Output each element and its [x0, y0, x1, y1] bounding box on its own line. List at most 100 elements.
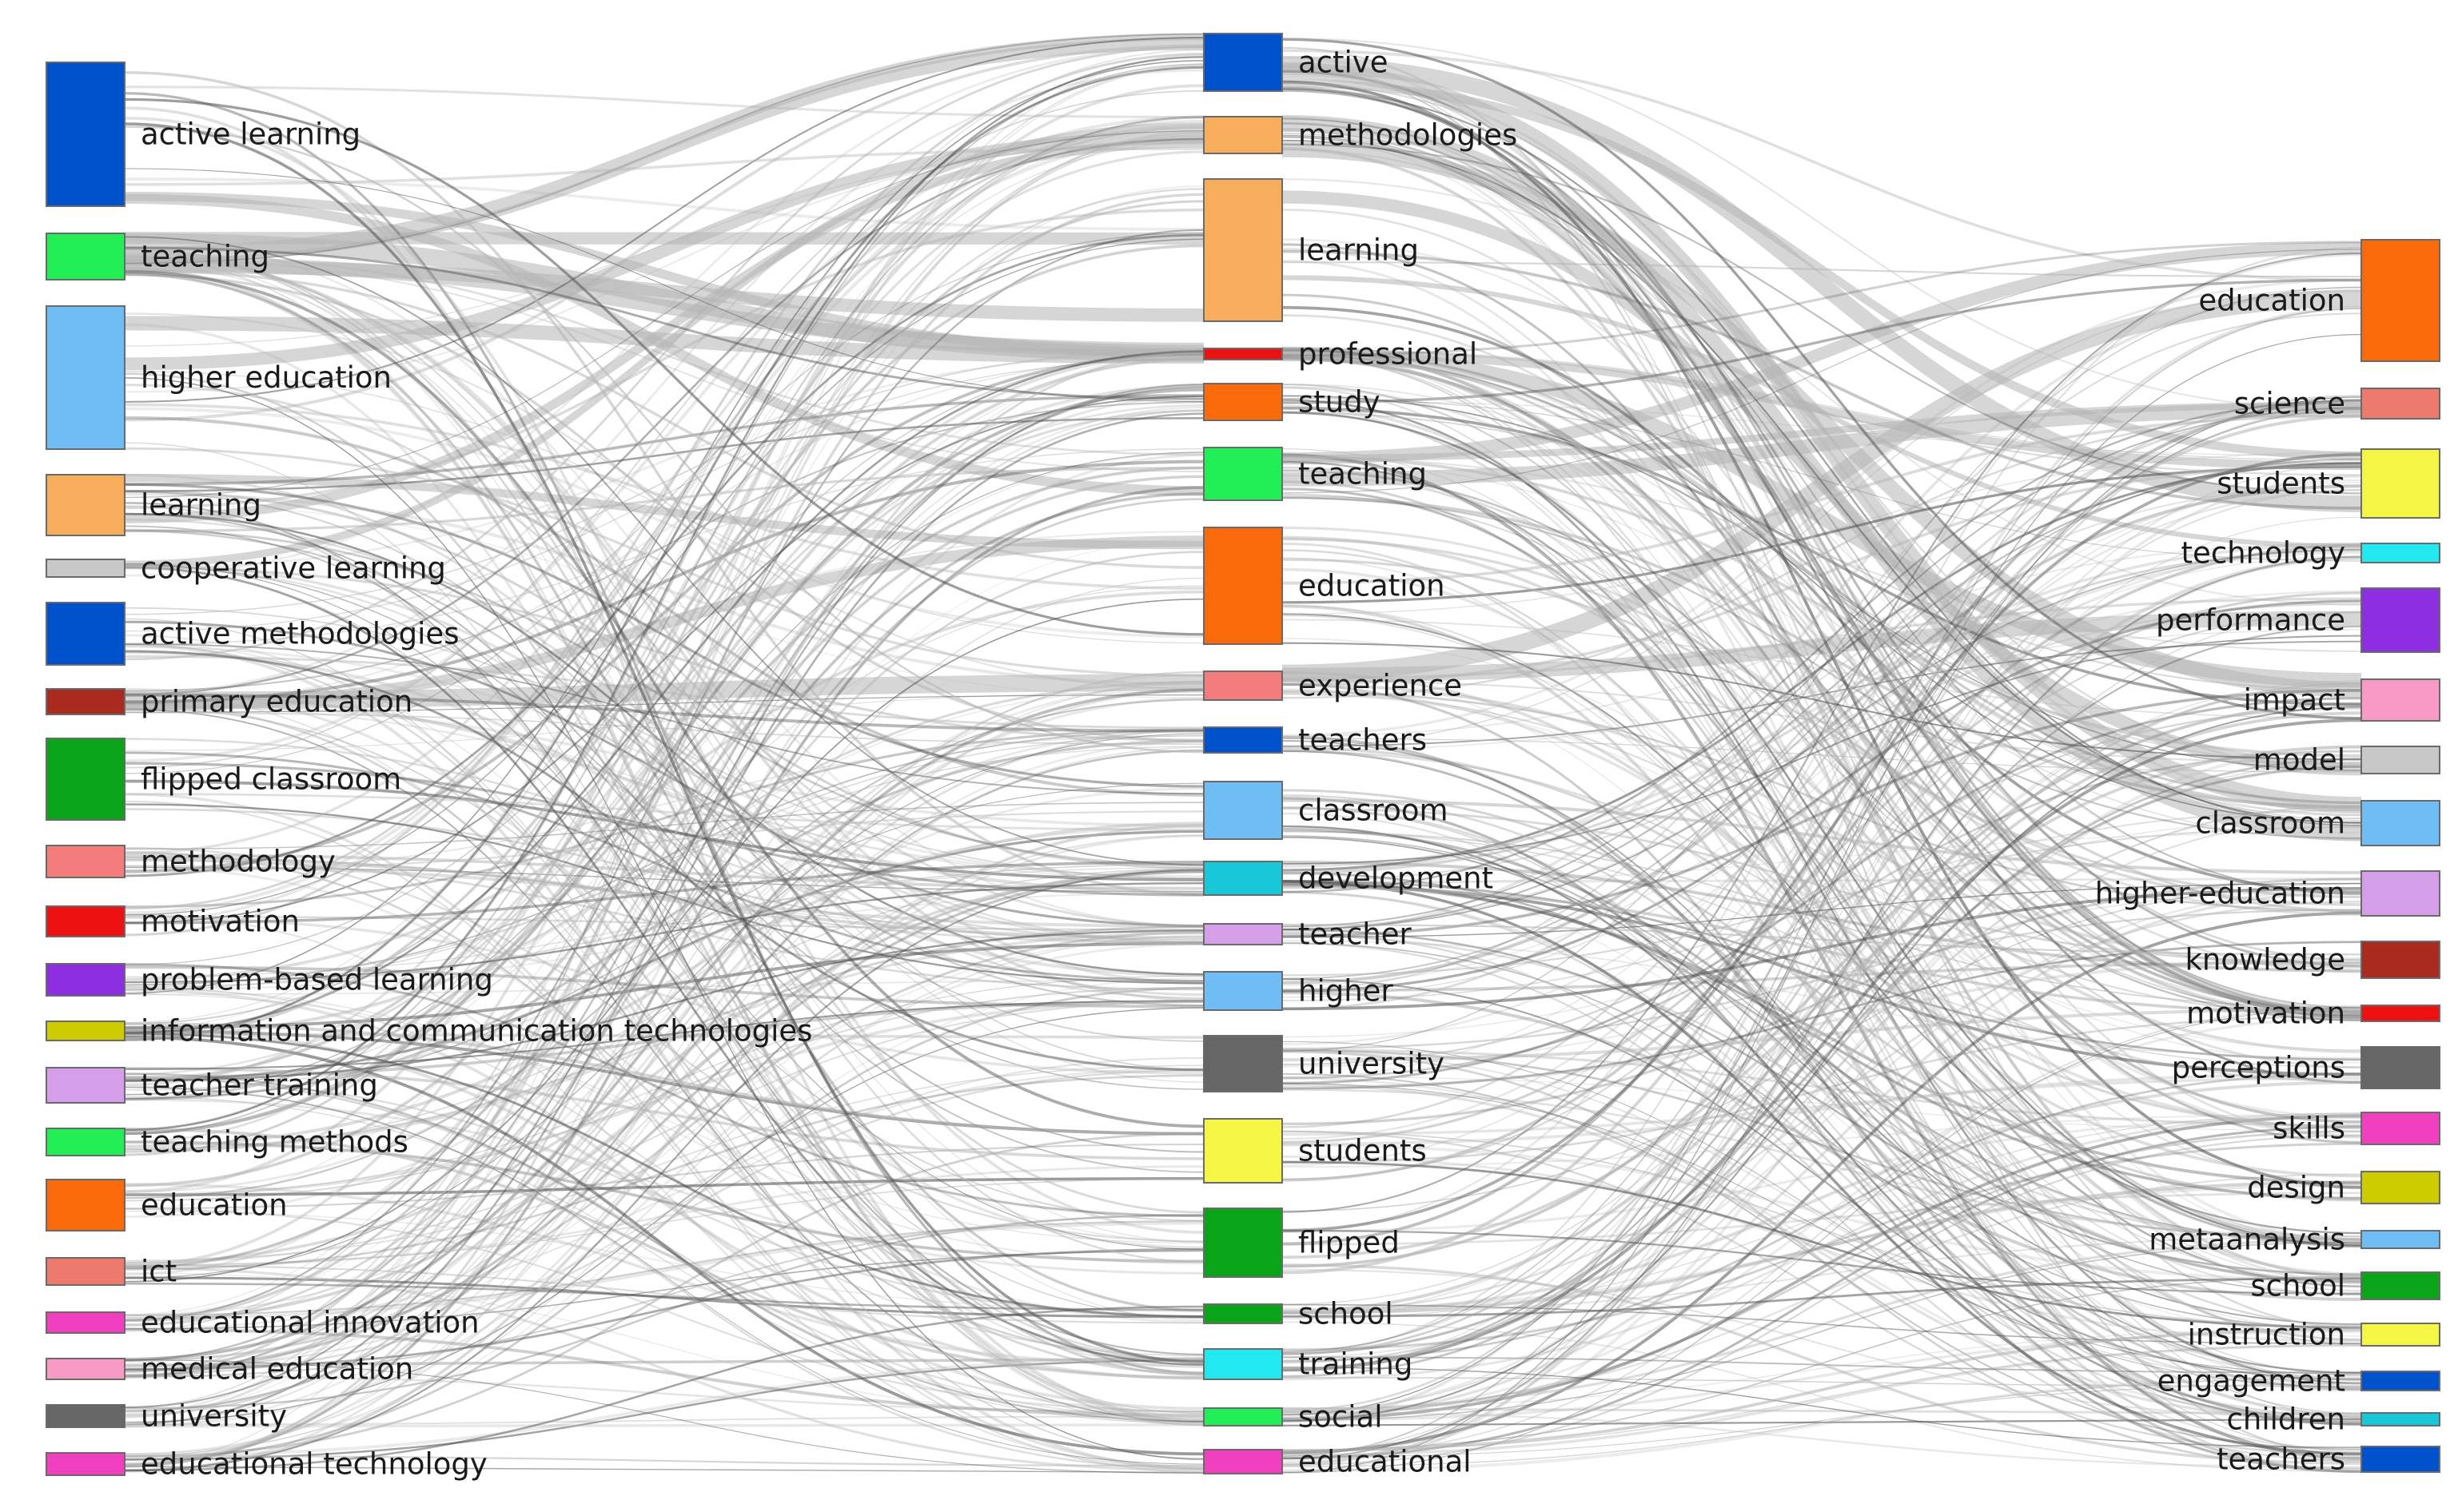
flow-strand	[124, 177, 1205, 231]
middle-label-experience: experience	[1298, 669, 1462, 703]
flow-strand	[124, 670, 1205, 1416]
right-node-motivation	[2360, 1005, 2440, 1022]
middle-label-active: active	[1298, 46, 1388, 80]
flow-strand	[124, 253, 1205, 985]
flow-strand	[124, 116, 1205, 1135]
flow-strand	[1281, 484, 2362, 873]
flow-strand	[124, 1327, 1205, 1417]
left-label-educational-technology: educational technology	[141, 1447, 488, 1482]
flow-strand	[1281, 1238, 2362, 1411]
flow-strand	[124, 1266, 1205, 1472]
flow-strand	[124, 1359, 1205, 1474]
flow-strand	[1281, 383, 2362, 841]
flow-strand	[124, 137, 1205, 696]
flow-strand	[1281, 246, 2362, 1355]
flow-strand	[1281, 348, 2362, 1069]
flow-strand	[1281, 1048, 2362, 1240]
flow-strand	[1281, 1130, 2362, 1415]
flow-strand	[1281, 825, 2362, 1426]
flow-strand	[124, 1085, 1205, 1470]
flow-strand	[124, 86, 1205, 118]
flow-strand	[1281, 1411, 2362, 1469]
flow-strand	[1281, 134, 2362, 1017]
flow-strand	[124, 993, 1205, 1244]
middle-node-active	[1203, 33, 1283, 92]
flow-strand	[124, 92, 1205, 1375]
left-label-education: education	[141, 1188, 288, 1223]
flow-strand	[124, 1143, 1205, 1210]
right-label-school: school	[2250, 1269, 2345, 1303]
flow-strand	[1281, 1303, 2362, 1345]
flow-strand	[1281, 1088, 2362, 1238]
flow-strand	[1281, 348, 2362, 476]
flow-strand	[1281, 911, 2362, 1454]
flow-strand	[1281, 293, 2362, 1013]
flow-strand	[1281, 567, 2362, 1241]
flow-strand	[1281, 56, 2362, 1243]
flow-strand	[124, 988, 1205, 1411]
flow-strand	[1281, 900, 2362, 1314]
flow-ribbon	[124, 130, 1205, 371]
flow-strand	[1281, 957, 2362, 1089]
flow-strand	[124, 680, 1205, 1461]
flow-strand	[124, 1165, 1205, 1267]
flow-strand	[1281, 1367, 2362, 1448]
middle-node-teacher	[1203, 923, 1283, 945]
flow-strand	[124, 1356, 1205, 1458]
flow-strand	[1281, 288, 2362, 934]
flow-strand	[124, 566, 1205, 1366]
flow-strand	[124, 518, 1205, 944]
flow-strand	[1281, 397, 2362, 562]
flow-strand	[1281, 414, 2362, 585]
flow-strand	[124, 941, 1205, 1030]
flow-strand	[1281, 1235, 2362, 1315]
flow-strand	[1281, 1080, 2362, 1315]
flow-strand	[124, 1423, 1205, 1428]
left-node-flipped-classroom	[46, 738, 125, 821]
flow-strand	[1281, 625, 2362, 1371]
middle-label-students: students	[1298, 1134, 1427, 1168]
left-label-information-and-communication-technologies: information and communication technologi…	[141, 1014, 812, 1048]
flow-strand	[124, 734, 1205, 873]
flow-strand	[1281, 117, 2362, 895]
middle-label-classroom: classroom	[1298, 794, 1448, 828]
flow-ribbon	[124, 232, 1205, 245]
flow-strand	[124, 377, 1205, 1460]
flow-strand	[1281, 314, 2362, 973]
flow-strand	[1281, 479, 2362, 1167]
flow-strand	[124, 810, 1205, 872]
flow-strand	[1281, 1116, 2362, 1233]
flow-strand	[124, 1140, 1205, 1263]
flow-strand	[1281, 410, 2362, 1382]
flow-strand	[124, 692, 1205, 894]
flow-strand	[124, 651, 1205, 977]
flow-strand	[1281, 465, 2362, 604]
flow-strand	[1281, 599, 2362, 993]
flow-strand	[124, 1066, 1205, 1160]
flow-strand	[124, 442, 1205, 1415]
flow-strand	[1281, 1134, 2362, 1466]
flow-strand	[1281, 1229, 2362, 1295]
flow-strand	[1281, 243, 2362, 1144]
flow-strand	[124, 567, 1205, 1319]
flow-strand	[124, 236, 1205, 866]
flow-strand	[1281, 456, 2362, 653]
flow-strand	[1281, 597, 2362, 680]
flow-strand	[124, 681, 1205, 1037]
flow-strand	[124, 1220, 1205, 1317]
left-node-cooperative-learning	[46, 559, 125, 578]
middle-label-teacher: teacher	[1298, 917, 1412, 952]
right-label-technology: technology	[2181, 536, 2345, 571]
left-label-primary-education: primary education	[141, 685, 412, 719]
flow-strand	[124, 244, 1205, 1040]
flow-strand	[1281, 63, 2362, 1418]
flow-strand	[124, 37, 1205, 262]
left-label-university: university	[141, 1399, 287, 1434]
flow-strand	[1281, 1378, 2362, 1468]
flow-strand	[124, 502, 1205, 1356]
flow-strand	[124, 64, 1205, 1408]
flow-strand	[1281, 1184, 2362, 1311]
flow-strand	[124, 185, 1205, 1315]
right-label-metaanalysis: metaanalysis	[2149, 1223, 2345, 1257]
flow-strand	[124, 708, 1205, 1422]
